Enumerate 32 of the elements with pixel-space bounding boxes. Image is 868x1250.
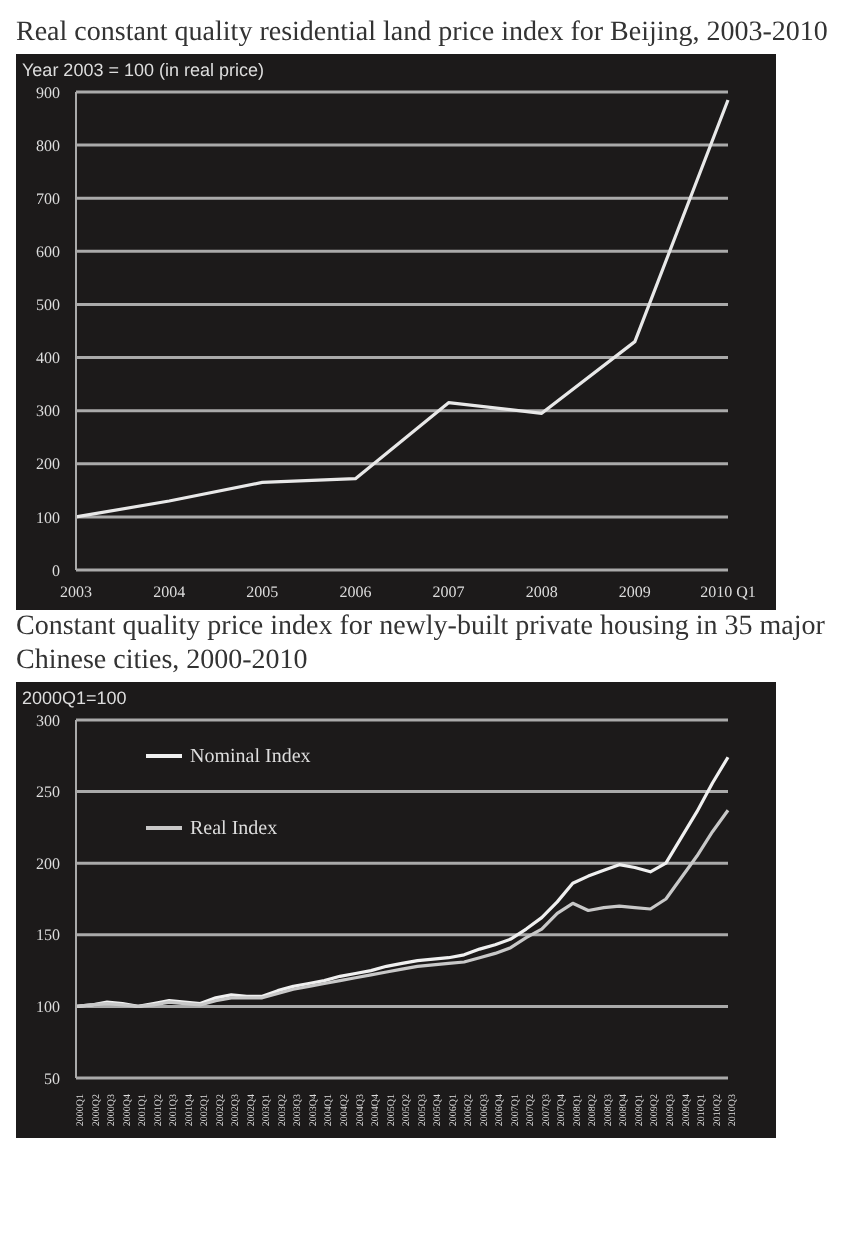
y-tick-label: 700 <box>36 189 60 208</box>
legend-label: Nominal Index <box>190 745 311 767</box>
line-series <box>74 98 730 519</box>
y-tick-label: 300 <box>36 711 60 730</box>
x-tick-label: 2009 <box>618 583 651 602</box>
y-tick-label: 150 <box>36 926 60 945</box>
chart-title: Real constant quality residential land price index for Beijing, 2003-2010 <box>16 16 830 50</box>
y-tick-label: 200 <box>36 854 60 873</box>
y-tick-label: 600 <box>36 243 60 262</box>
y-tick-label: 200 <box>36 455 60 474</box>
y-axis-title: Year 2003 = 100 (in real price) <box>20 58 266 80</box>
y-tick-label: 100 <box>36 508 60 527</box>
y-tick-label: 300 <box>36 402 60 421</box>
y-tick-label: 100 <box>36 998 60 1017</box>
x-tick-label: 2003 <box>60 583 92 602</box>
legend-label: Real Index <box>190 817 278 839</box>
y-tick-label: 400 <box>36 349 60 368</box>
x-tick-label: 2006 <box>339 583 372 602</box>
y-tick-label: 50 <box>44 1069 60 1088</box>
x-tick-label: 2010 Q1 <box>700 583 756 602</box>
line-series <box>74 808 730 1008</box>
x-tick-label: 2008 <box>525 583 558 602</box>
y-tick-label: 0 <box>52 561 60 580</box>
y-tick-label: 250 <box>36 783 60 802</box>
y-tick-label: 900 <box>36 83 60 102</box>
x-tick-label: 2007 <box>432 583 465 602</box>
y-axis-title: 2000Q1=100 <box>20 686 129 708</box>
chart-title: Constant quality price index for newly-built private housing in 35 major Chinese cities, 2000-2010 <box>16 610 827 678</box>
y-tick-label: 500 <box>36 296 60 315</box>
x-tick-label: 2004 <box>153 583 186 602</box>
x-tick-label: 2005 <box>246 583 279 602</box>
y-tick-label: 800 <box>36 136 60 155</box>
